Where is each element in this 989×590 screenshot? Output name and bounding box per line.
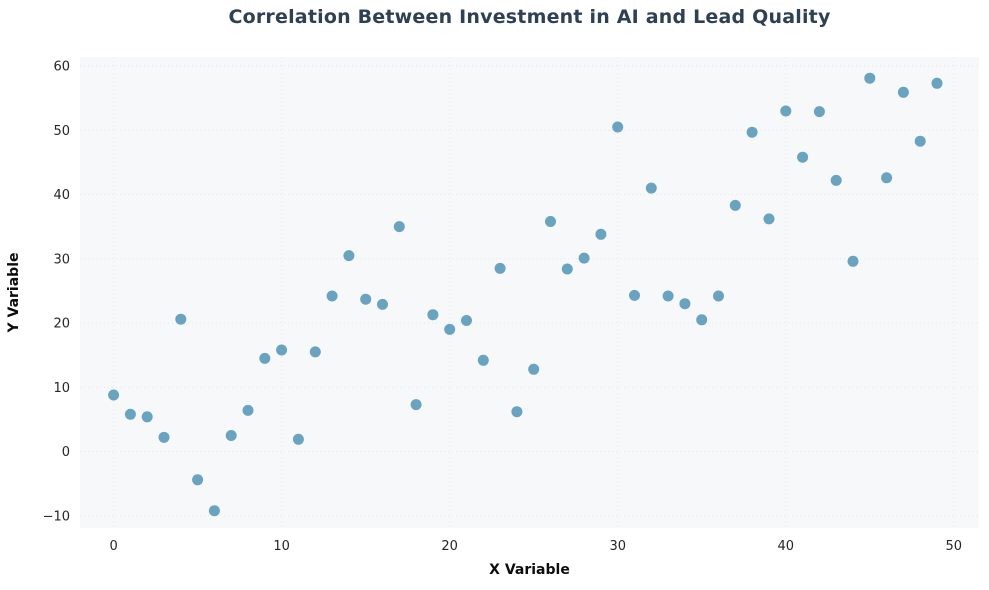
data-point (662, 290, 674, 302)
data-point (595, 228, 607, 240)
data-point (931, 77, 943, 89)
data-point (326, 290, 338, 302)
gridline-layer (80, 57, 979, 528)
y-tick-label: 40 (53, 188, 70, 203)
chart-title: Correlation Between Investment in AI and… (228, 6, 831, 28)
data-point (158, 431, 170, 443)
x-tick-label: 30 (609, 539, 626, 554)
data-point (763, 213, 775, 225)
data-point (461, 315, 472, 326)
data-point (914, 135, 926, 147)
y-tick-label: 20 (53, 317, 70, 332)
data-point (780, 105, 792, 117)
y-tick-label: 0 (62, 445, 70, 460)
data-point (612, 121, 624, 133)
data-point (578, 252, 590, 264)
data-point (729, 199, 741, 211)
data-point (746, 126, 758, 138)
data-point (309, 346, 321, 358)
data-point (561, 263, 573, 275)
data-point (864, 72, 876, 84)
data-point (292, 433, 304, 445)
data-point (528, 363, 540, 375)
x-tick-label: 40 (777, 539, 794, 554)
data-point (225, 430, 237, 441)
plot-background-layer (80, 57, 979, 528)
data-point (830, 174, 842, 186)
data-point (679, 298, 691, 310)
data-point (713, 290, 724, 302)
y-tick-label: 60 (53, 59, 70, 74)
data-point (393, 221, 405, 233)
data-point (208, 505, 220, 517)
y-tick-label: 10 (53, 381, 70, 396)
data-point (259, 352, 271, 364)
data-point (444, 323, 456, 335)
data-point (545, 216, 556, 227)
data-point (108, 389, 120, 401)
data-point (897, 86, 909, 98)
data-point (175, 313, 187, 325)
data-point (511, 406, 523, 418)
data-point (141, 411, 153, 423)
data-point (242, 404, 254, 416)
x-tick-label: 20 (441, 539, 458, 554)
data-point (797, 151, 809, 163)
data-point (881, 172, 893, 184)
data-point (427, 309, 439, 321)
data-point (377, 298, 388, 310)
data-point (847, 255, 859, 267)
data-point (192, 474, 204, 486)
data-point (360, 293, 372, 305)
data-point (343, 250, 355, 262)
data-point (276, 344, 288, 356)
x-axis-label: X Variable (489, 562, 570, 578)
data-point (629, 289, 640, 301)
y-tick-label: −10 (43, 509, 70, 524)
x-tick-label: 10 (273, 539, 290, 554)
x-tick-label: 0 (109, 539, 117, 554)
data-point (477, 354, 489, 366)
y-tick-label: 50 (53, 124, 70, 139)
data-point (494, 262, 506, 274)
data-point (410, 399, 422, 411)
tick-labels-layer: 0 10 20 30 40 50 −10 0 10 20 30 40 50 60 (43, 59, 963, 554)
data-point (813, 106, 825, 118)
data-point (124, 408, 136, 420)
plot-area (80, 57, 979, 528)
x-tick-label: 50 (946, 539, 963, 554)
y-tick-label: 30 (53, 252, 70, 267)
data-point (696, 314, 708, 326)
data-point (645, 182, 657, 194)
data-points-layer (108, 72, 943, 517)
y-axis-label: Y Variable (6, 253, 22, 334)
